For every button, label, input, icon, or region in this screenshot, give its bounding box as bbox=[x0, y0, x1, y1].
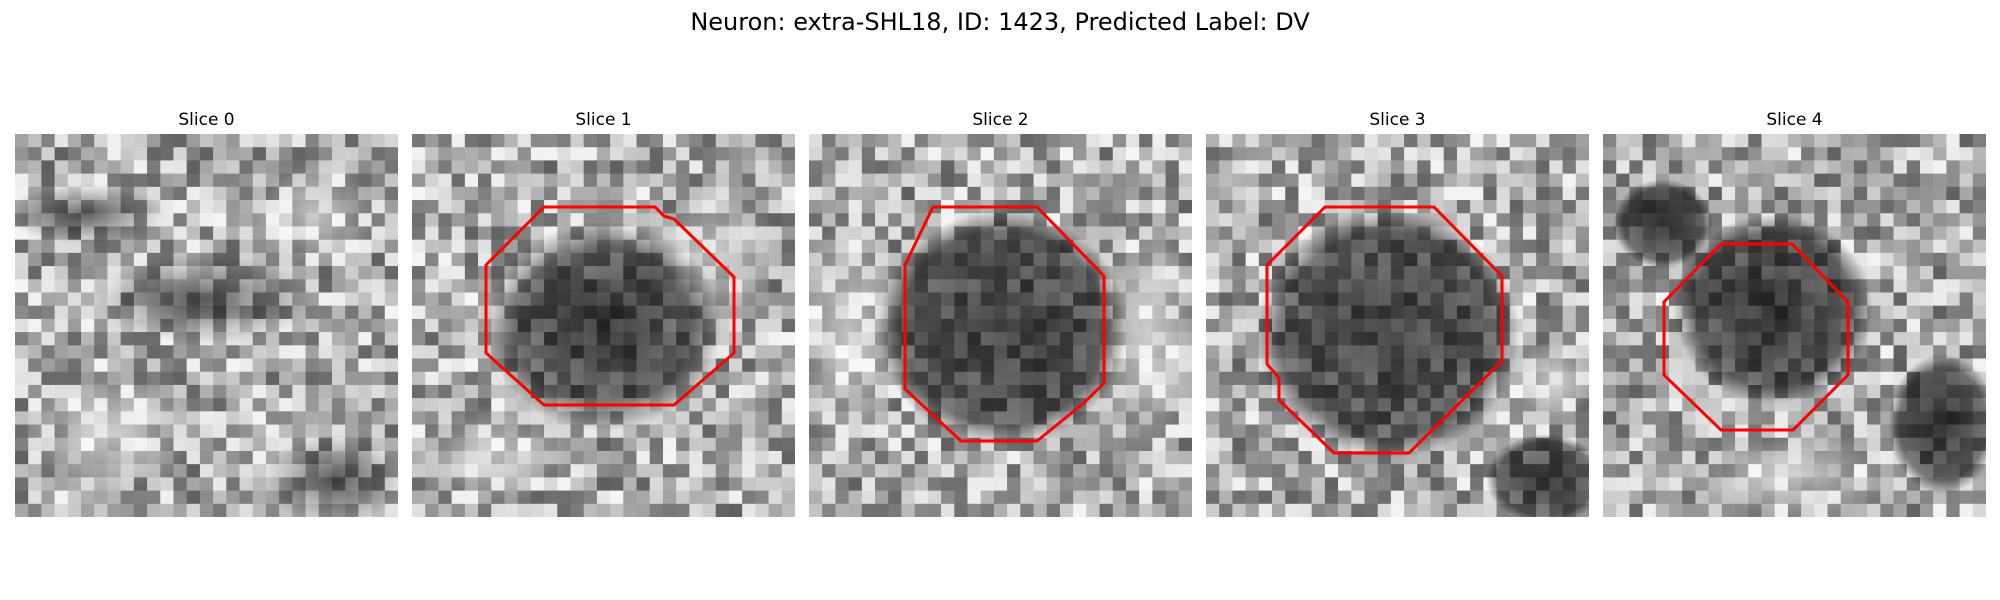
texture-blob bbox=[1683, 434, 1903, 514]
cell-body bbox=[878, 210, 1128, 446]
texture-blob bbox=[25, 379, 205, 489]
cell-body bbox=[1256, 209, 1520, 459]
texture-blob bbox=[265, 434, 398, 517]
texture-blob bbox=[1888, 354, 1986, 494]
slice-image bbox=[1206, 134, 1589, 517]
texture-blob bbox=[412, 404, 572, 504]
texture-blob bbox=[95, 254, 315, 344]
cell-body bbox=[486, 221, 722, 431]
texture-blob bbox=[1486, 434, 1589, 517]
texture-blob bbox=[255, 164, 375, 264]
cell-contour bbox=[903, 205, 1106, 443]
cell-contour bbox=[484, 205, 736, 407]
texture-blob bbox=[1516, 339, 1589, 419]
slice-title: Slice 4 bbox=[1766, 110, 1823, 130]
cell-contour bbox=[1662, 242, 1850, 432]
slice-image bbox=[412, 134, 795, 517]
slice-title: Slice 2 bbox=[972, 110, 1029, 130]
slice-image bbox=[15, 134, 398, 517]
slice-title: Slice 1 bbox=[575, 110, 632, 130]
cell-contour bbox=[1265, 205, 1504, 455]
texture-blob bbox=[1089, 214, 1192, 454]
slice-title: Slice 0 bbox=[178, 110, 235, 130]
texture-blob bbox=[15, 184, 165, 244]
figure-title: Neuron: extra-SHL18, ID: 1423, Predicted… bbox=[690, 8, 1310, 36]
slice-title: Slice 3 bbox=[1369, 110, 1426, 130]
slice-image bbox=[809, 134, 1192, 517]
texture-blob bbox=[1613, 179, 1713, 269]
slice-image bbox=[1603, 134, 1986, 517]
texture-blob bbox=[809, 214, 909, 454]
cell-body bbox=[1673, 214, 1873, 404]
